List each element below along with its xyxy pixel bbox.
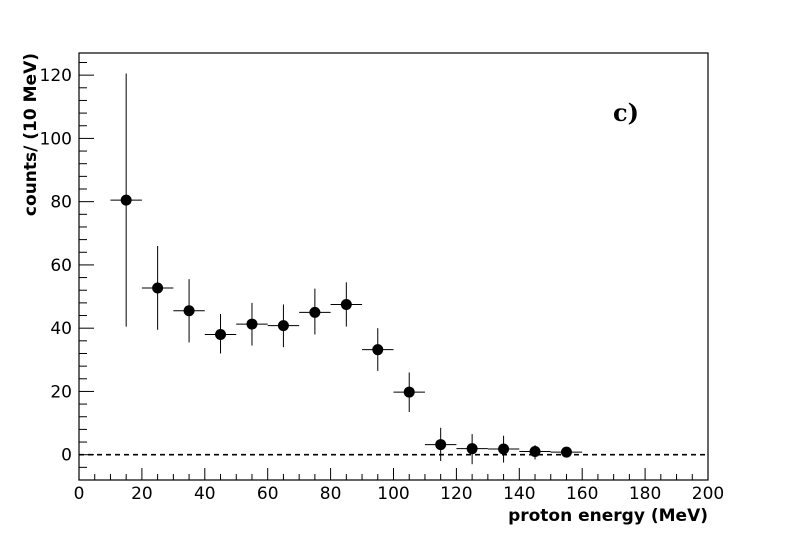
point-marker <box>215 329 227 341</box>
data-point <box>424 427 457 462</box>
data-point <box>362 328 394 371</box>
x-axis-ticks: 0 20 40 60 80 100 120 140 160 180 200 <box>74 468 724 504</box>
point-marker <box>403 386 415 398</box>
x-tick-label: 120 <box>440 484 472 504</box>
point-marker <box>498 443 510 455</box>
data-point <box>236 302 268 346</box>
data-point <box>456 434 488 465</box>
x-tick-label: 180 <box>629 484 661 504</box>
point-marker <box>120 194 132 206</box>
data-points <box>110 73 583 465</box>
y-axis-ticks: 0 20 40 60 80 100 120 <box>40 61 94 481</box>
point-marker <box>529 446 541 458</box>
point-marker <box>560 446 572 458</box>
x-axis-label: proton energy (MeV) <box>508 506 708 526</box>
point-marker <box>309 306 321 318</box>
point-marker <box>277 320 289 332</box>
y-tick-label: 120 <box>40 66 72 86</box>
y-tick-label: 40 <box>50 319 72 339</box>
y-tick-label: 100 <box>40 129 72 149</box>
data-point <box>141 245 174 330</box>
x-tick-label: 0 <box>74 484 85 504</box>
y-axis-label: counts/ (10 MeV) <box>21 53 41 216</box>
point-marker <box>183 305 195 317</box>
y-tick-label: 80 <box>50 193 72 213</box>
data-point <box>299 288 331 335</box>
x-tick-label: 80 <box>320 484 342 504</box>
data-point <box>550 446 583 458</box>
data-point <box>173 279 205 343</box>
point-marker <box>435 439 447 451</box>
data-point <box>487 435 520 463</box>
point-marker <box>246 318 258 330</box>
x-tick-label: 160 <box>566 484 598 504</box>
data-point <box>519 445 551 460</box>
data-point <box>110 73 142 327</box>
data-point <box>267 304 300 348</box>
y-tick-label: 20 <box>50 382 72 402</box>
data-point <box>393 372 425 412</box>
point-marker <box>340 298 352 310</box>
x-tick-label: 60 <box>257 484 279 504</box>
panel-annotation: c) <box>613 98 639 127</box>
x-tick-label: 200 <box>692 484 724 504</box>
point-marker <box>152 282 164 294</box>
x-tick-label: 40 <box>194 484 216 504</box>
x-tick-label: 100 <box>377 484 409 504</box>
x-tick-label: 20 <box>131 484 153 504</box>
x-tick-label: 140 <box>503 484 535 504</box>
data-point <box>204 313 237 354</box>
data-point <box>330 282 363 327</box>
point-marker <box>466 443 478 455</box>
y-tick-label: 0 <box>61 446 72 466</box>
point-marker <box>372 344 384 356</box>
y-tick-label: 60 <box>50 256 72 276</box>
